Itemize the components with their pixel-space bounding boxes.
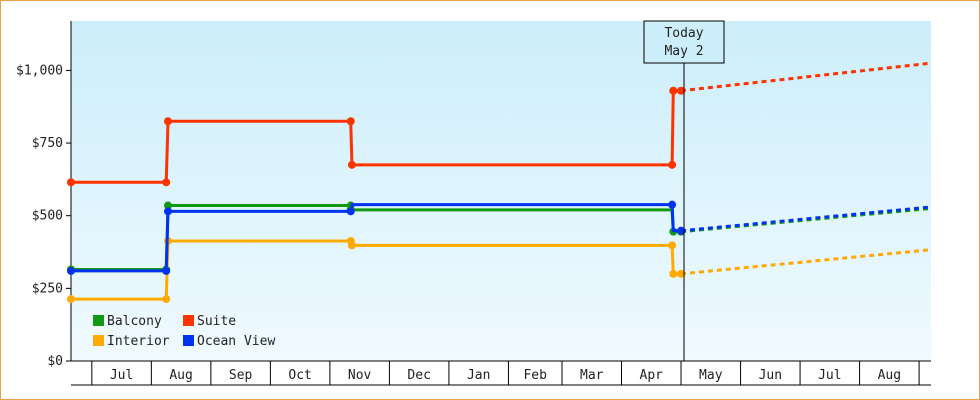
forecast-line-interior (680, 248, 932, 276)
legend-label: Balcony (107, 314, 162, 329)
data-point-ocean-view (162, 266, 171, 275)
data-point-suite (162, 178, 171, 187)
data-point-suite (677, 86, 686, 95)
month-label: Jul (818, 368, 841, 383)
data-point-suite (346, 117, 355, 126)
series-interior (67, 236, 932, 304)
month-label: Apr (640, 368, 664, 383)
month-label: Jul (110, 368, 133, 383)
legend-swatch (183, 315, 194, 326)
data-point-suite (347, 160, 356, 169)
today-date: May 2 (664, 44, 703, 59)
data-point-suite (67, 178, 75, 187)
x-axis: Jul Aug Sep Oct Nov Dec Jan Feb Mar Apr May Jun Jul A… (71, 360, 931, 386)
data-point-suite (669, 86, 678, 95)
month-label: Aug (169, 368, 192, 383)
y-tick-label: $1,000 (16, 63, 63, 78)
legend-swatch (93, 315, 104, 326)
data-point-interior (347, 241, 356, 250)
y-tick-label: $500 (32, 209, 63, 224)
data-point-suite (164, 117, 173, 126)
legend-label: Interior (107, 334, 170, 349)
data-point-suite (668, 160, 677, 169)
month-label: Dec (407, 368, 430, 383)
today-label: Today (664, 26, 703, 41)
legend: Balcony Suite Interior Ocean View (93, 314, 275, 349)
month-label: Nov (348, 368, 372, 383)
legend-swatch (183, 335, 194, 346)
month-label: May (699, 368, 723, 383)
legend-swatch (93, 335, 104, 346)
data-point-ocean-view (346, 207, 355, 216)
month-label: Oct (288, 368, 311, 383)
month-label: Sep (229, 368, 253, 383)
today-callout-box (643, 20, 725, 64)
plot-area (71, 21, 931, 361)
data-point-interior (677, 269, 686, 278)
y-tick-label: $250 (32, 281, 63, 296)
month-label: Aug (878, 368, 901, 383)
data-point-ocean-view (164, 207, 173, 216)
data-point-balcony (164, 201, 173, 210)
data-point-interior (668, 241, 677, 250)
forecast-line-ocean-view (680, 205, 932, 233)
y-axis: $0 $250 $500 $750 $1,000 (16, 21, 72, 369)
data-point-interior (162, 295, 171, 304)
legend-label: Suite (197, 314, 236, 329)
data-point-ocean-view (668, 200, 677, 209)
month-label: Feb (523, 368, 547, 383)
legend-label: Ocean View (197, 334, 275, 349)
data-point-ocean-view (677, 226, 686, 235)
forecast-line-suite (680, 61, 932, 93)
series-ocean-view (67, 200, 932, 275)
y-tick-label: $0 (47, 354, 63, 369)
data-point-interior (669, 269, 678, 278)
series-line-suite (71, 89, 682, 184)
month-label: Mar (580, 368, 604, 383)
series-suite (67, 61, 932, 187)
data-point-ocean-view (67, 266, 75, 275)
today-marker: Today May 2 (643, 20, 725, 361)
series-layer (67, 61, 932, 304)
y-tick-label: $750 (32, 136, 63, 151)
data-point-interior (67, 295, 75, 304)
month-label: Jan (467, 368, 490, 383)
month-label: Jun (759, 368, 782, 383)
